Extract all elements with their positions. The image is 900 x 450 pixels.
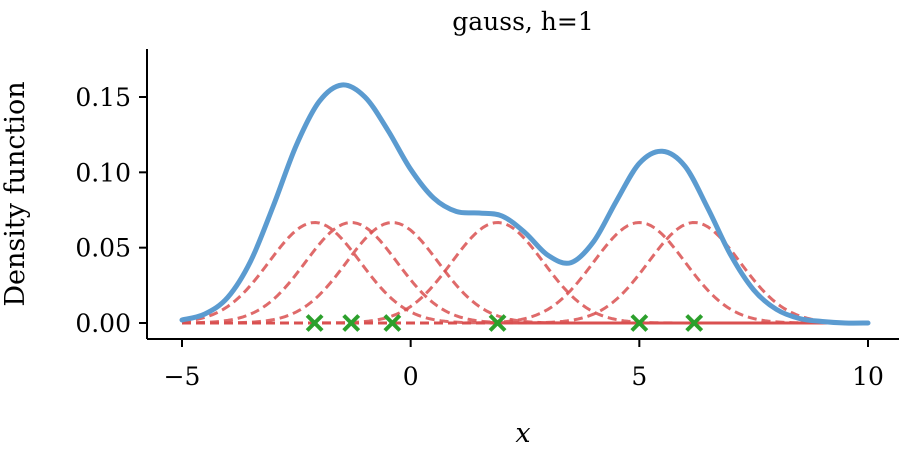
sample-marker-stroke [685,314,704,332]
x-axis-label: x [515,418,530,449]
kde-curve [179,82,871,326]
sample-marker-3 [383,314,402,332]
plot-area [179,82,871,332]
y-tick-label: 0.00 [75,309,131,338]
y-axis-label: Density function [0,81,31,306]
sample-marker-2 [342,314,361,332]
axes: −5 0 5 10 0.00 0.05 0.10 0.15 [75,49,899,391]
x-tick-label: 10 [852,362,884,391]
sample-markers [305,314,704,332]
sample-marker-1 [305,314,324,332]
kde-curve-group [179,82,871,326]
sample-marker-5 [630,314,649,332]
x-tick-label: 0 [403,362,419,391]
chart-title: gauss, h=1 [452,7,594,36]
kernel-curve-4 [182,221,868,325]
sample-marker-stroke [488,314,507,332]
x-tick-label: −5 [164,362,201,391]
sample-marker-stroke [305,314,324,332]
sample-marker-stroke [342,314,361,332]
y-tick-label: 0.10 [75,158,131,187]
sample-marker-stroke [630,314,649,332]
sample-marker-4 [488,314,507,332]
x-ticks: −5 0 5 10 [164,339,884,391]
sample-marker-stroke [383,314,402,332]
y-ticks: 0.00 0.05 0.10 0.15 [75,83,147,338]
y-tick-label: 0.15 [75,83,131,112]
x-tick-label: 5 [631,362,647,391]
y-tick-label: 0.05 [75,234,131,263]
sample-marker-6 [685,314,704,332]
kernel-curves [181,221,869,325]
